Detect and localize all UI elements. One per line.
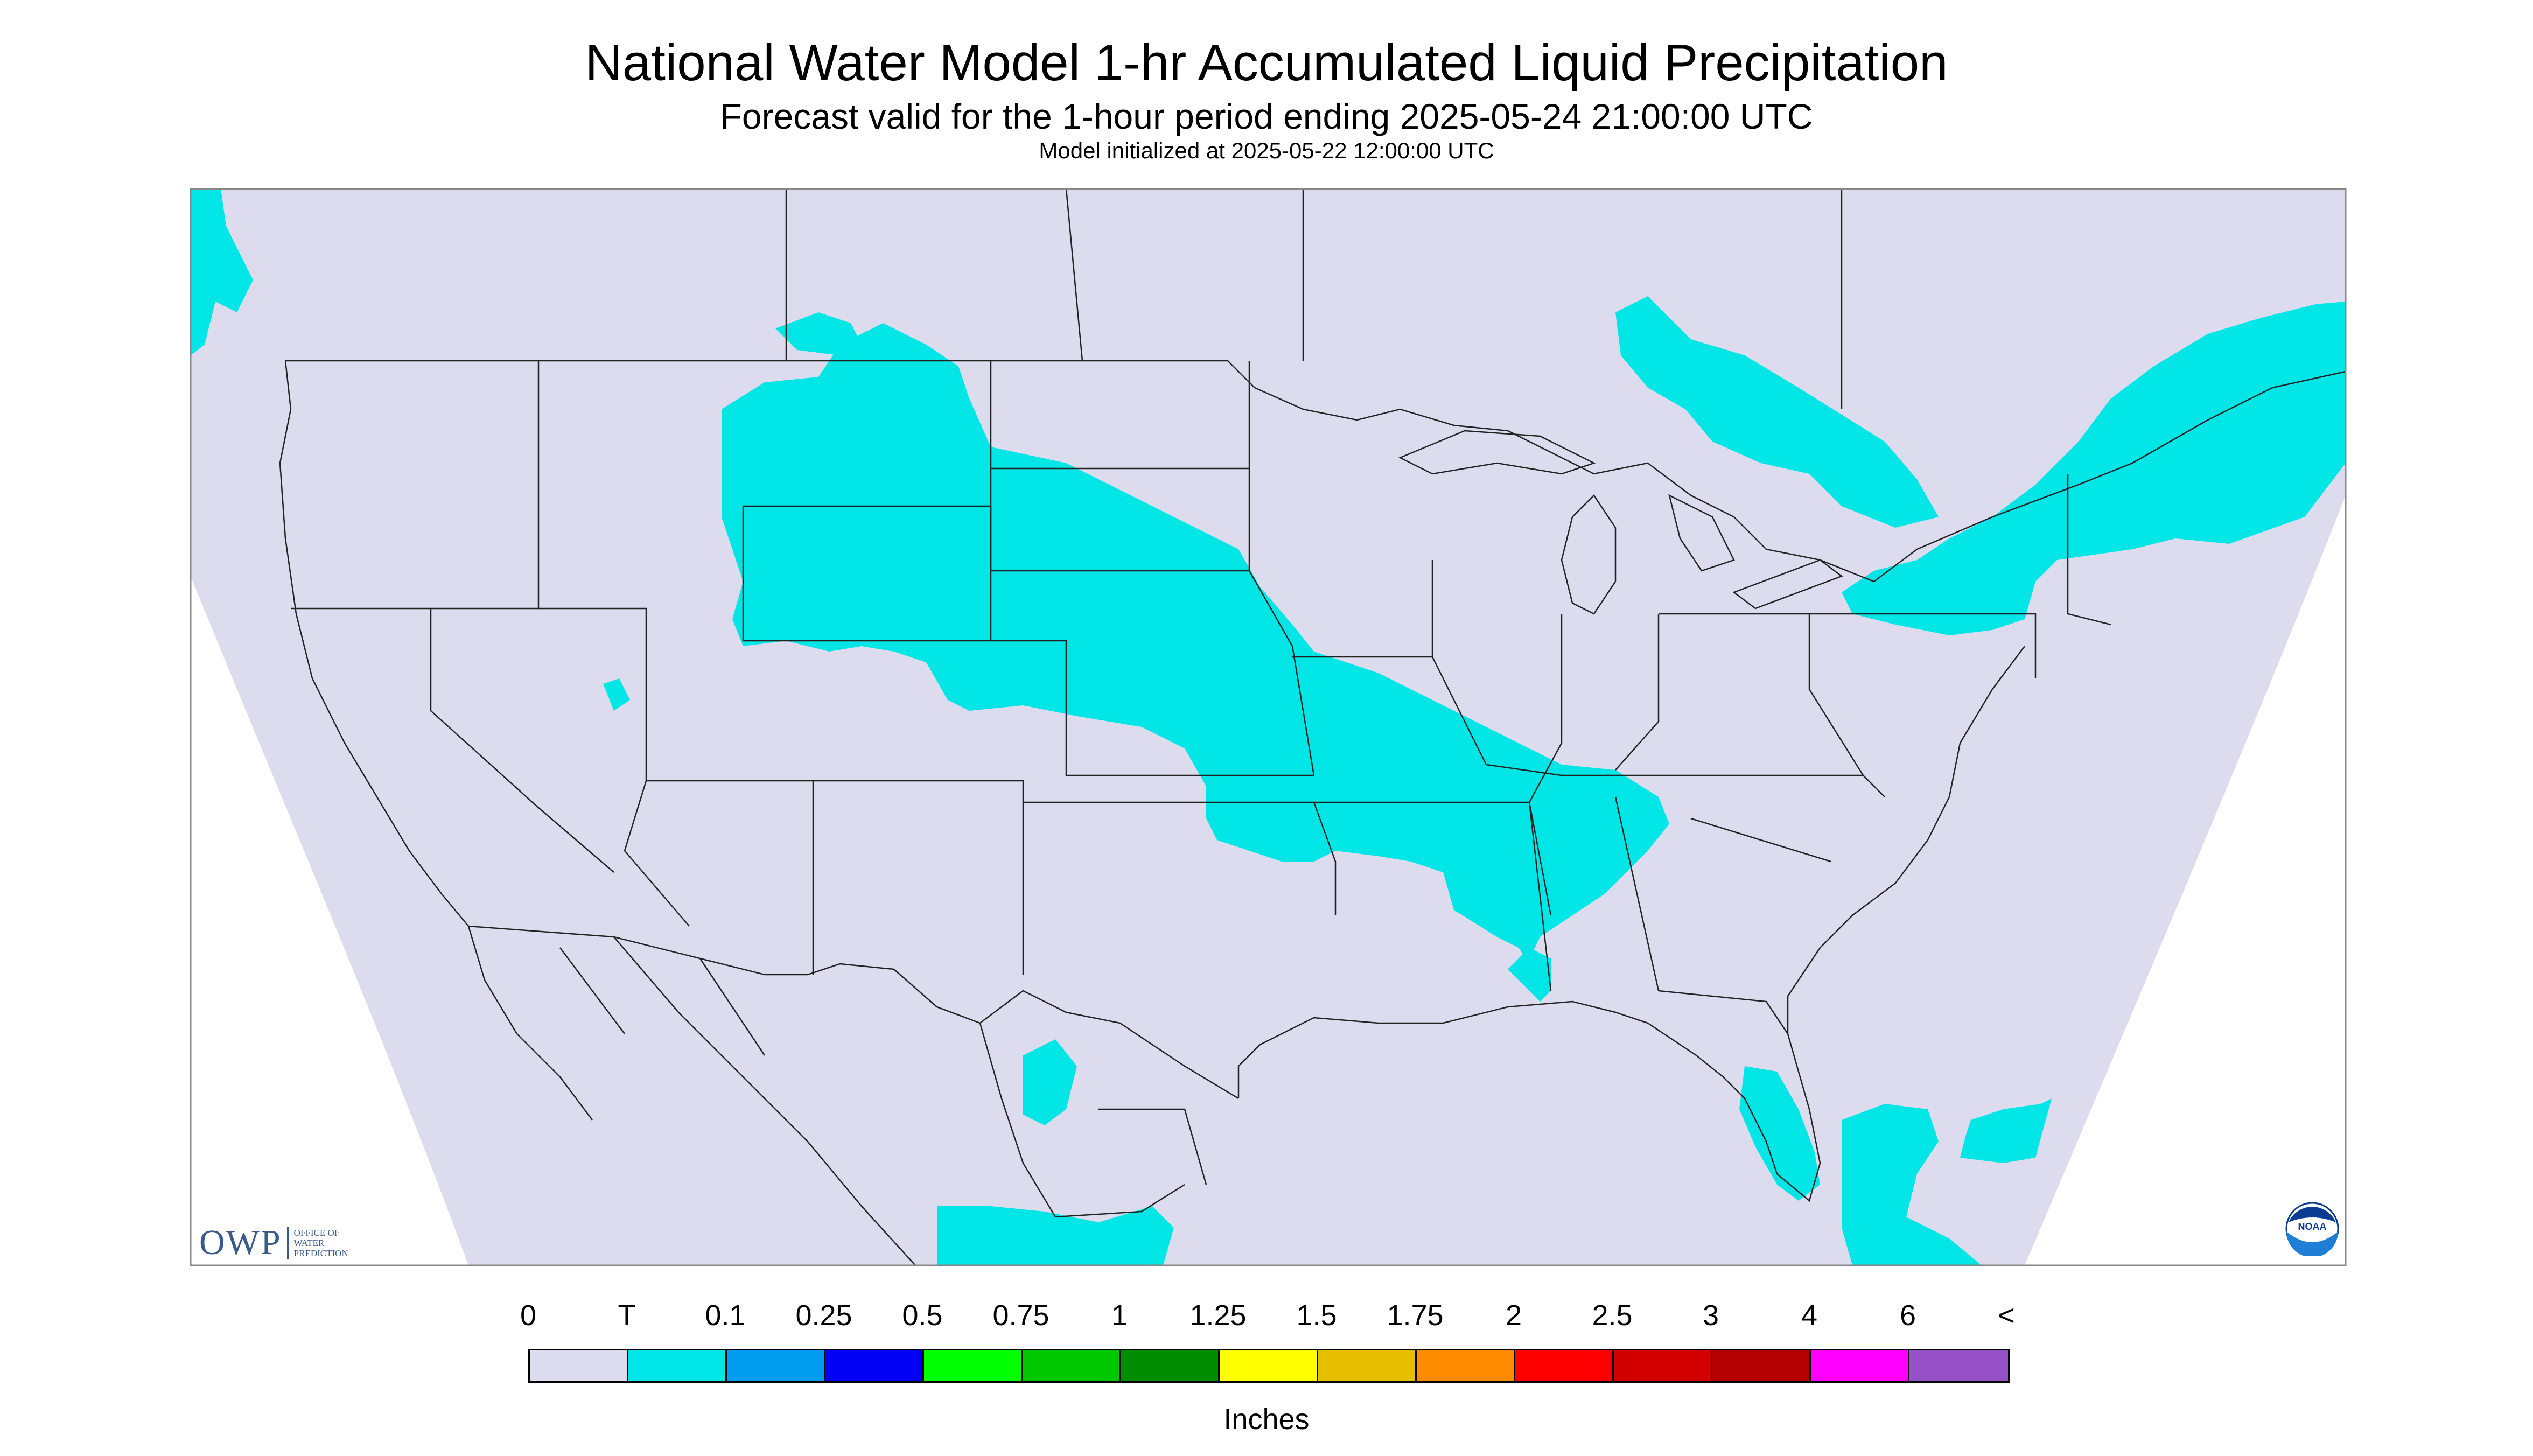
state-line-21 [1690,817,1831,863]
state-line-12 [1292,656,1562,776]
precip-montana-blob [775,312,862,355]
map-subtitle: Forecast valid for the 1-hour period end… [720,96,1813,136]
outside-projection-right [2025,495,2346,1265]
us-canada-border [285,360,2346,583]
legend-swatch [1318,1350,1417,1381]
legend-tick-label: 0.5 [902,1299,943,1332]
owp-line-2: WATER [293,1237,325,1248]
legend-tick-label: 0.1 [705,1299,746,1332]
state-line-5 [813,780,1024,975]
state-line-7 [990,361,1249,572]
state-boundaries [279,189,2346,1265]
owp-text: OFFICE OF WATER PREDICTION [294,1228,348,1258]
gulf-coast-line [1237,646,2025,1202]
legend-tick-label: 2 [1505,1299,1522,1332]
legend-tick-label: 2.5 [1592,1299,1633,1332]
state-line-9 [991,640,1314,776]
precip-great-lakes-east [2025,517,2079,560]
map-frame [190,188,2347,1266]
owp-line-3: PREDICTION [293,1248,348,1258]
precip-central-band [722,323,1669,980]
noaa-logo: NOAA [2285,1202,2339,1256]
state-line-18 [1528,802,1552,991]
legend-swatch [1417,1350,1515,1381]
precip-colorado-spot [603,678,630,711]
lake-erie [1732,559,1843,610]
legend-swatch [1023,1350,1121,1381]
legend-swatch [924,1350,1023,1381]
state-line-6 [742,505,992,642]
us-mexico-border [468,925,1239,1100]
precip-bahamas [1842,1104,1982,1265]
legend-tick-label: T [618,1299,636,1332]
noaa-logo-text: NOAA [2298,1221,2327,1232]
state-line-15 [1528,614,1563,803]
legend-tick-label: 0.25 [795,1299,852,1332]
legend-tick-label: 1.5 [1296,1299,1337,1332]
legend-colorbar [528,1349,2010,1383]
owp-line-1: OFFICE OF [293,1227,340,1238]
model-init-text: Model initialized at 2025-05-22 12:00:00… [1039,138,1494,163]
precip-gulf-mexico-south [937,1206,1174,1265]
legend-tick-label: 6 [1899,1299,1916,1332]
legend-swatch [1220,1350,1318,1381]
precip-southeast-drift [1508,948,1551,1002]
legend-swatch [1909,1350,2008,1381]
precip-florida [1739,1066,1820,1201]
state-line-23 [1808,614,1864,776]
owp-logo: OWP OFFICE OF WATER PREDICTION [199,1222,348,1263]
state-line-11 [1248,361,1315,776]
legend-swatch [825,1350,924,1381]
precipitation-areas [191,189,2346,1265]
state-line-10 [1023,801,1337,915]
legend-swatch [1614,1350,1712,1381]
legend-tick-label: 4 [1801,1299,1818,1332]
legend-swatch [1811,1350,1909,1381]
precip-mexico-blob [1023,1039,1077,1125]
state-line-19 [1614,796,1660,991]
lake-huron [1668,494,1735,572]
legend-tick-label: 0 [520,1299,537,1332]
state-line-3 [430,608,614,873]
legend-tick-label: 0.75 [992,1299,1049,1332]
legend-tick-label: 1.25 [1189,1299,1247,1332]
legend-tick-label: 3 [1702,1299,1719,1332]
legend-swatch [628,1350,727,1381]
legend-tick-label: 1 [1111,1299,1128,1332]
legend-swatch [1121,1350,1220,1381]
state-line-22 [1809,613,2037,678]
baja-california [467,926,625,1121]
precip-nw-coast [191,189,253,355]
state-line-20 [1658,990,1789,1034]
legend-swatch [1712,1350,1811,1381]
precip-lake-superior-canada [1615,296,1939,528]
owp-separator [286,1227,289,1259]
state-line-16 [1615,614,1660,771]
precip-atlantic [1960,1098,2052,1163]
legend-units: Inches [1223,1403,1310,1436]
lake-superior [1398,430,1596,475]
precip-northeast-band [1842,302,2346,635]
state-line-28 [1065,189,1083,361]
state-line-25 [2067,474,2111,626]
outside-projection-left [191,576,468,1265]
owp-mark: OWP [199,1223,282,1262]
mexico-lines [613,936,1207,1265]
legend-tick-label: < [1998,1299,2015,1332]
legend-swatch [727,1350,825,1381]
west-coast-line [279,360,469,927]
legend-swatch [530,1350,628,1381]
lake-michigan [1561,494,1617,615]
map-title: National Water Model 1-hr Accumulated Li… [585,34,1948,92]
legend-swatch [1515,1350,1614,1381]
legend-tick-label: 1.75 [1387,1299,1444,1332]
